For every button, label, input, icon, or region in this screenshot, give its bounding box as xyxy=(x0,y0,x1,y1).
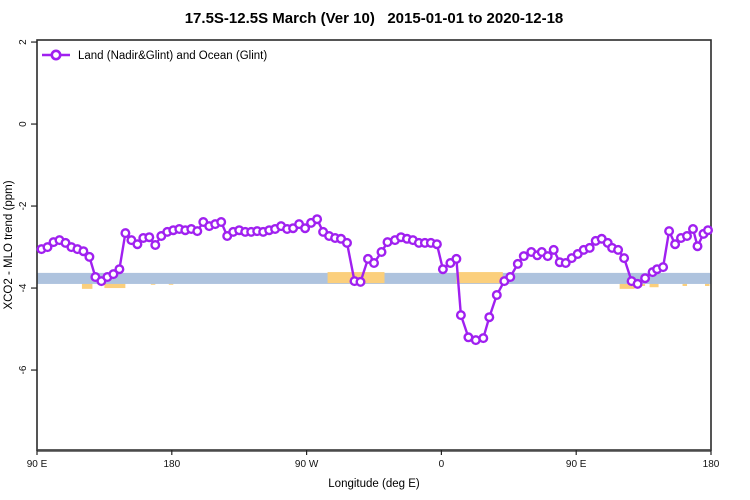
data-point xyxy=(342,237,353,248)
data-point xyxy=(114,264,125,275)
data-point xyxy=(664,226,675,237)
data-point xyxy=(369,258,380,269)
x-tick-label: 180 xyxy=(163,459,180,470)
data-point xyxy=(619,253,630,264)
data-point xyxy=(312,214,323,225)
y-tick-label: -2 xyxy=(18,201,29,210)
data-point xyxy=(658,262,669,273)
data-point xyxy=(108,269,119,280)
legend-marker-open-circle-icon xyxy=(50,49,62,61)
chart-title: 17.5S-12.5S March (Ver 10) 2015-01-01 to… xyxy=(185,10,564,27)
data-point xyxy=(478,333,489,344)
data-point xyxy=(132,239,143,250)
data-point xyxy=(355,276,366,287)
data-point xyxy=(451,253,462,264)
data-point xyxy=(692,241,703,252)
data-series-land-ocean xyxy=(36,214,714,346)
legend-label: Land (Nadir&Glint) and Ocean (Glint) xyxy=(78,50,267,62)
data-point xyxy=(613,244,624,255)
y-tick-label: 0 xyxy=(18,121,29,127)
data-point xyxy=(491,290,502,301)
data-point xyxy=(216,216,227,227)
data-point xyxy=(682,230,693,241)
data-point xyxy=(144,232,155,243)
data-point xyxy=(120,228,131,239)
x-tick-label: 180 xyxy=(703,459,720,470)
data-point xyxy=(84,251,95,262)
data-point xyxy=(584,242,595,253)
reference-bands xyxy=(37,272,711,289)
data-point xyxy=(548,244,559,255)
y-tick-label: -6 xyxy=(18,365,29,374)
data-point xyxy=(688,223,699,234)
y-axis-ticks: 2 0 -2 -4 -6 xyxy=(18,39,37,375)
x-tick-label: 0 xyxy=(439,459,445,470)
x-axis-ticks: 90 E 180 90 W 0 90 E 180 xyxy=(27,450,720,470)
data-point xyxy=(192,226,203,237)
data-point xyxy=(376,246,387,257)
y-axis-title: XCO2 - MLO trend (ppm) xyxy=(3,180,15,309)
data-point xyxy=(42,242,53,253)
data-point xyxy=(640,273,651,284)
land-reference-band xyxy=(456,272,503,284)
data-point xyxy=(505,272,516,283)
x-tick-label: 90 E xyxy=(27,459,48,470)
data-point xyxy=(703,225,714,236)
data-point xyxy=(518,251,529,262)
data-point xyxy=(455,310,466,321)
legend: Land (Nadir&Glint) and Ocean (Glint) xyxy=(42,49,267,62)
data-point xyxy=(431,239,442,250)
data-point xyxy=(632,278,643,289)
data-point xyxy=(484,312,495,323)
data-point xyxy=(560,258,571,269)
y-tick-label: -4 xyxy=(18,283,29,292)
data-point xyxy=(78,246,89,257)
data-point xyxy=(150,239,161,250)
data-point xyxy=(300,223,311,234)
x-tick-label: 90 W xyxy=(295,459,319,470)
data-point xyxy=(542,251,553,262)
x-axis-title: Longitude (deg E) xyxy=(328,478,420,490)
y-tick-label: 2 xyxy=(18,39,29,45)
data-point xyxy=(512,258,523,269)
data-point xyxy=(437,264,448,275)
x-tick-label: 90 E xyxy=(566,459,587,470)
data-point xyxy=(670,239,681,250)
